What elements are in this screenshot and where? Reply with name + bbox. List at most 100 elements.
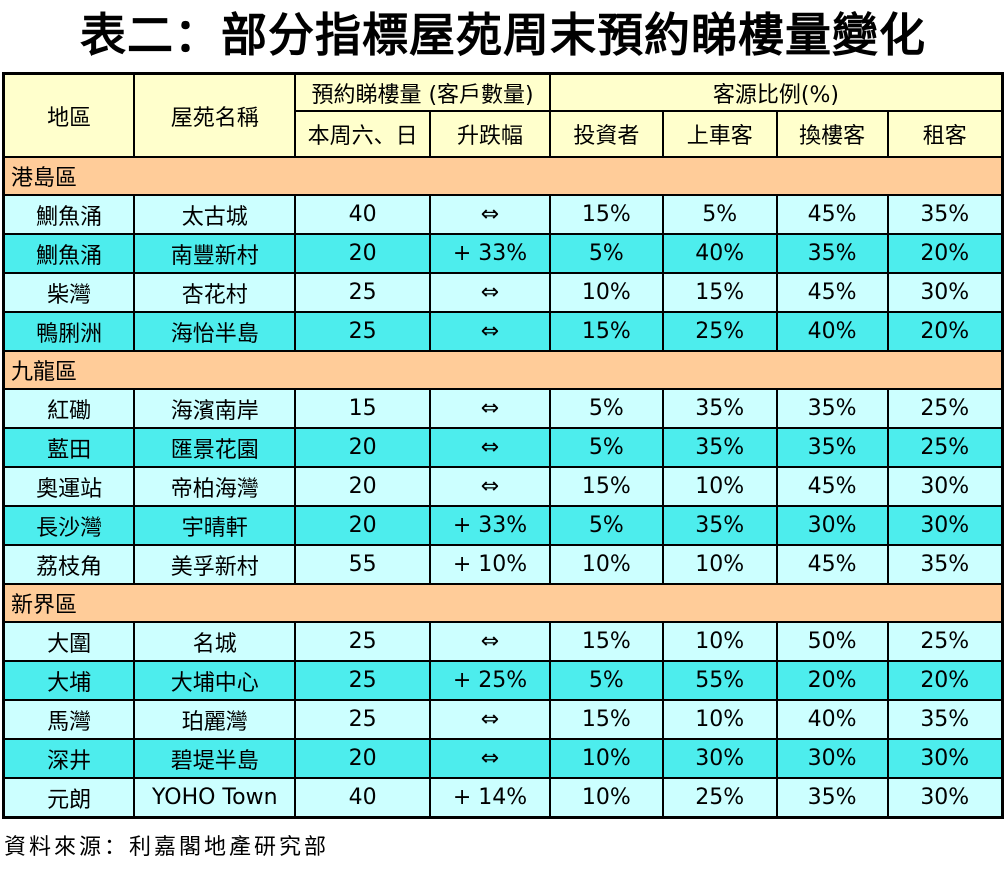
section-row-new-territories: 新界區 [2, 583, 1004, 623]
district-cell: 大圍 [2, 621, 136, 662]
renter-cell: 20% [886, 233, 1004, 274]
change-cell: + 25% [429, 660, 551, 701]
estate-cell: YOHO Town [133, 777, 297, 819]
investor-cell: 15% [548, 621, 664, 662]
section-row-kowloon: 九龍區 [2, 350, 1004, 390]
investor-cell: 5% [548, 660, 664, 701]
header-change: 升跌幅 [429, 110, 551, 158]
count-cell: 25 [294, 699, 432, 740]
section-label: 港島區 [2, 156, 1004, 196]
table-row: 紅磡 海濱南岸 15 ⇔ 5% 35% 35% 25% [2, 388, 1004, 429]
first-time-cell: 15% [661, 272, 778, 313]
upgrader-cell: 50% [775, 621, 889, 662]
district-cell: 元朗 [2, 777, 136, 819]
count-cell: 25 [294, 660, 432, 701]
estate-cell: 碧堤半島 [133, 738, 297, 779]
data-source-note: 資料來源：利嘉閣地產研究部 [4, 835, 330, 860]
page: 表二：部分指標屋苑周末預約睇樓量變化 地區 屋苑名稱 預約睇樓量 (客戶數量) … [0, 4, 1006, 861]
count-cell: 40 [294, 777, 432, 819]
section-label: 九龍區 [2, 350, 1004, 390]
upgrader-cell: 30% [775, 505, 889, 546]
first-time-cell: 40% [661, 233, 778, 274]
upgrader-cell: 45% [775, 194, 889, 235]
change-cell: + 14% [429, 777, 551, 819]
header-estate-name: 屋苑名稱 [133, 72, 297, 158]
investor-cell: 5% [548, 233, 664, 274]
upgrader-cell: 35% [775, 233, 889, 274]
count-cell: 20 [294, 466, 432, 507]
estate-cell: 宇晴軒 [133, 505, 297, 546]
investor-cell: 15% [548, 311, 664, 352]
table-header: 地區 屋苑名稱 預約睇樓量 (客戶數量) 客源比例(%) 本周六、日 升跌幅 投… [2, 72, 1004, 158]
change-cell: + 33% [429, 233, 551, 274]
header-district: 地區 [2, 72, 136, 158]
district-cell: 荔枝角 [2, 544, 136, 585]
investor-cell: 10% [548, 777, 664, 819]
table-body: 港島區 鰂魚涌 太古城 40 ⇔ 15% 5% 45% 35% 鰂魚涌 南豐新村… [2, 156, 1004, 819]
header-row-sub: 本周六、日 升跌幅 投資者 上車客 換樓客 租客 [4, 110, 1004, 158]
count-cell: 55 [294, 544, 432, 585]
estate-cell: 海濱南岸 [133, 388, 297, 429]
change-cell: ⇔ [429, 388, 551, 429]
first-time-cell: 35% [661, 388, 778, 429]
change-cell: ⇔ [429, 272, 551, 313]
district-cell: 深井 [2, 738, 136, 779]
district-cell: 大埔 [2, 660, 136, 701]
first-time-cell: 35% [661, 505, 778, 546]
estate-cell: 杏花村 [133, 272, 297, 313]
header-bookings-group: 預約睇樓量 (客戶數量) [294, 72, 551, 112]
renter-cell: 30% [886, 777, 1004, 819]
section-label: 新界區 [2, 583, 1004, 623]
count-cell: 25 [294, 621, 432, 662]
upgrader-cell: 45% [775, 466, 889, 507]
table-row: 藍田 匯景花園 20 ⇔ 5% 35% 35% 25% [2, 427, 1004, 468]
upgrader-cell: 20% [775, 660, 889, 701]
investor-cell: 5% [548, 388, 664, 429]
change-cell: ⇔ [429, 738, 551, 779]
header-investor: 投資者 [548, 110, 664, 158]
count-cell: 25 [294, 311, 432, 352]
count-cell: 20 [294, 505, 432, 546]
count-cell: 40 [294, 194, 432, 235]
estate-cell: 南豐新村 [133, 233, 297, 274]
investor-cell: 10% [548, 272, 664, 313]
district-cell: 長沙灣 [2, 505, 136, 546]
renter-cell: 30% [886, 466, 1004, 507]
estate-cell: 名城 [133, 621, 297, 662]
count-cell: 20 [294, 738, 432, 779]
first-time-cell: 10% [661, 544, 778, 585]
district-cell: 藍田 [2, 427, 136, 468]
investor-cell: 10% [548, 544, 664, 585]
first-time-cell: 10% [661, 621, 778, 662]
first-time-cell: 30% [661, 738, 778, 779]
estate-cell: 太古城 [133, 194, 297, 235]
table-row: 長沙灣 宇晴軒 20 + 33% 5% 35% 30% 30% [2, 505, 1004, 546]
district-cell: 鴨脷洲 [2, 311, 136, 352]
renter-cell: 30% [886, 505, 1004, 546]
renter-cell: 35% [886, 699, 1004, 740]
first-time-cell: 25% [661, 311, 778, 352]
upgrader-cell: 40% [775, 311, 889, 352]
change-cell: ⇔ [429, 311, 551, 352]
table-row: 奧運站 帝柏海灣 20 ⇔ 15% 10% 45% 30% [2, 466, 1004, 507]
upgrader-cell: 40% [775, 699, 889, 740]
estate-viewings-table: 地區 屋苑名稱 預約睇樓量 (客戶數量) 客源比例(%) 本周六、日 升跌幅 投… [2, 72, 1004, 819]
table-row: 鰂魚涌 太古城 40 ⇔ 15% 5% 45% 35% [2, 194, 1004, 235]
first-time-cell: 25% [661, 777, 778, 819]
table-row: 荔枝角 美孚新村 55 + 10% 10% 10% 45% 35% [2, 544, 1004, 585]
investor-cell: 10% [548, 738, 664, 779]
estate-cell: 帝柏海灣 [133, 466, 297, 507]
change-cell: ⇔ [429, 466, 551, 507]
renter-cell: 25% [886, 388, 1004, 429]
renter-cell: 35% [886, 194, 1004, 235]
change-cell: ⇔ [429, 427, 551, 468]
change-cell: ⇔ [429, 194, 551, 235]
investor-cell: 15% [548, 466, 664, 507]
table-row: 大埔 大埔中心 25 + 25% 5% 55% 20% 20% [2, 660, 1004, 701]
renter-cell: 20% [886, 660, 1004, 701]
count-cell: 20 [294, 233, 432, 274]
estate-cell: 匯景花園 [133, 427, 297, 468]
upgrader-cell: 35% [775, 388, 889, 429]
table-row: 深井 碧堤半島 20 ⇔ 10% 30% 30% 30% [2, 738, 1004, 779]
investor-cell: 15% [548, 699, 664, 740]
